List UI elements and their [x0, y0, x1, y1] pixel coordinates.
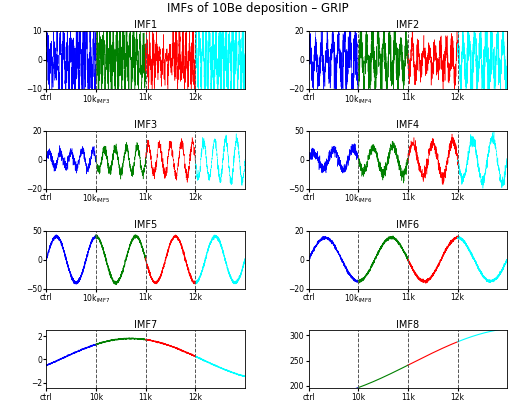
Title: IMF1: IMF1	[134, 20, 157, 30]
Title: IMF3: IMF3	[134, 120, 157, 130]
Title: IMF8: IMF8	[397, 320, 420, 330]
Title: IMF6: IMF6	[397, 220, 420, 230]
Title: IMF7: IMF7	[134, 320, 157, 330]
Title: IMF2: IMF2	[397, 20, 420, 30]
Title: IMF5: IMF5	[134, 220, 157, 230]
Title: IMF4: IMF4	[397, 120, 420, 130]
Text: IMFs of 10Be deposition – GRIP: IMFs of 10Be deposition – GRIP	[167, 2, 348, 15]
